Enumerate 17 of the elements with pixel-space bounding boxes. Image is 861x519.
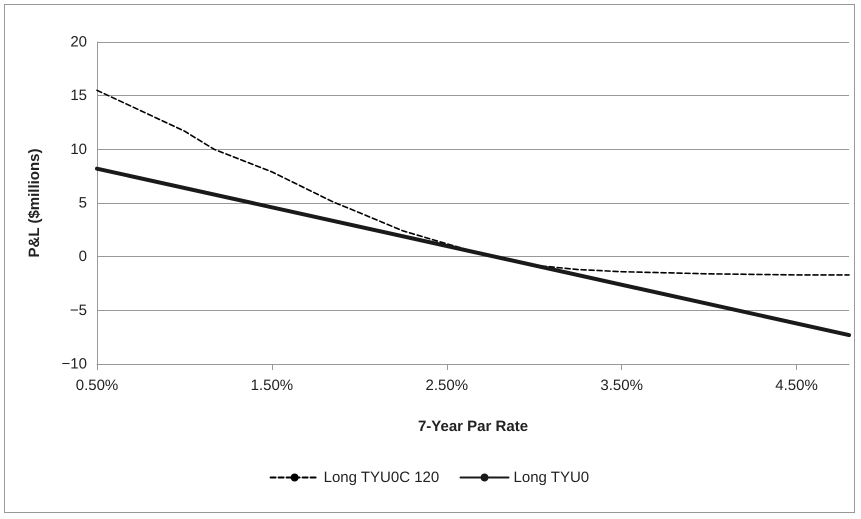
legend-label: Long TYU0C 120	[324, 469, 440, 486]
y-tick-label: −10	[62, 356, 87, 372]
y-tick-label: 0	[78, 248, 87, 266]
y-tick-label: −5	[70, 302, 87, 319]
x-tick-label: 0.50%	[76, 377, 118, 394]
y-tick-label: 10	[70, 140, 87, 158]
x-axis-title: 7-Year Par Rate	[418, 418, 528, 435]
y-tick-label: 20	[70, 34, 87, 50]
x-tick-label: 4.50%	[775, 377, 818, 394]
line-series	[96, 90, 850, 276]
legend-label: Long TYU0	[514, 469, 590, 486]
x-tick-label: 2.50%	[425, 377, 468, 394]
x-tick-label: 1.50%	[250, 377, 294, 394]
y-tick-label: 15	[70, 87, 87, 104]
y-tick-label: 5	[78, 194, 87, 212]
x-tick-label: 3.50%	[600, 377, 643, 394]
y-axis-title: P&L ($millions)	[26, 148, 43, 258]
